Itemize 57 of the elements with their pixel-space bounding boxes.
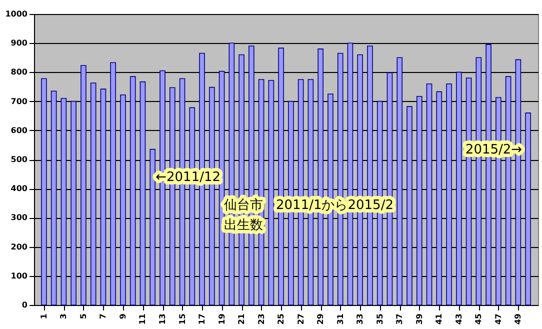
- y-tick-label: 1000: [5, 10, 28, 18]
- bar: [436, 91, 442, 306]
- x-tick-label: 29: [316, 313, 326, 325]
- bar: [41, 78, 47, 306]
- x-tick-label: 15: [178, 313, 187, 325]
- y-tick-label: 100: [10, 271, 28, 280]
- bar: [456, 72, 462, 306]
- x-tick-label: 41: [434, 313, 444, 325]
- y-tick-label: 600: [10, 126, 28, 135]
- bar: [140, 81, 146, 306]
- bar: [60, 98, 67, 306]
- y-tick-label: 800: [10, 68, 28, 77]
- bar: [110, 62, 116, 306]
- x-tick-label: 23: [256, 314, 266, 325]
- y-tick-label: 900: [10, 38, 28, 48]
- x-tick-label: 43: [454, 314, 464, 325]
- bar: [90, 82, 96, 306]
- bar: [80, 65, 86, 306]
- x-tick-label: 31: [336, 313, 345, 325]
- x-tick-label: 11: [138, 313, 148, 325]
- x-tick-label: 21: [237, 313, 246, 325]
- bar: [100, 88, 106, 306]
- x-tick-label: 45: [474, 313, 484, 325]
- bar: [525, 112, 531, 306]
- bar: [50, 90, 57, 306]
- y-tick-label: 500: [10, 155, 28, 164]
- x-tick-label: 33: [356, 314, 365, 325]
- x-tick-label: 7: [98, 314, 108, 320]
- bar: [120, 94, 126, 306]
- x-tick-label: 49: [514, 313, 523, 325]
- x-tick-label: 13: [158, 314, 167, 325]
- bar: [406, 106, 412, 306]
- x-tick-label: 19: [217, 313, 226, 325]
- x-tick-label: 35: [375, 313, 384, 325]
- x-tick-label: 37: [395, 314, 404, 325]
- x-tick-label: 9: [118, 313, 128, 320]
- bar: [416, 96, 422, 306]
- x-tick-label: 5: [78, 313, 88, 320]
- bar: [150, 148, 156, 306]
- x-tick-label: 1: [39, 313, 48, 320]
- x-tick-label: 39: [414, 313, 424, 325]
- x-tick-label: 47: [494, 314, 503, 325]
- bar: [268, 80, 274, 306]
- x-tick-label: 25: [276, 313, 286, 325]
- bar: [130, 76, 136, 306]
- x-tick-label: 17: [198, 314, 207, 325]
- bar: [70, 100, 76, 306]
- bar: [426, 83, 432, 306]
- y-tick-label: 200: [10, 242, 28, 252]
- y-tick-label: 300: [10, 213, 28, 222]
- y-tick-label: 0: [22, 300, 28, 310]
- y-tick-label: 400: [10, 184, 28, 194]
- y-tick-label: 700: [10, 96, 28, 106]
- x-tick-label: 3: [59, 314, 68, 320]
- bar: [446, 83, 452, 306]
- x-tick-label: 27: [296, 314, 306, 325]
- bar: [396, 57, 403, 306]
